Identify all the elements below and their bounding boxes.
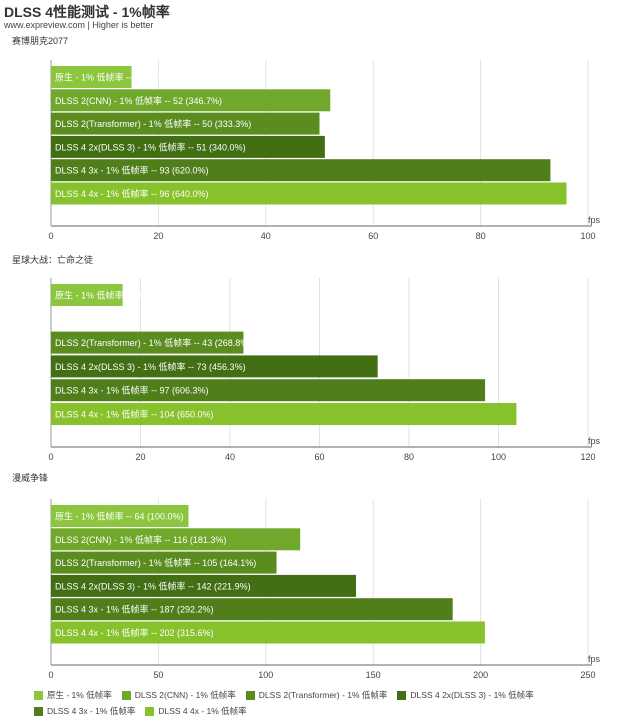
bar-label: 原生 - 1% 低帧率 -- 16 (100.0%) bbox=[55, 290, 184, 301]
bar-label: DLSS 4 2x(DLSS 3) - 1% 低帧率 -- 51 (340.0%… bbox=[55, 141, 246, 152]
bar bbox=[51, 284, 123, 306]
bar-label: DLSS 4 3x - 1% 低帧率 -- 97 (606.3%) bbox=[55, 385, 209, 396]
bar bbox=[51, 598, 453, 621]
bar bbox=[51, 379, 486, 402]
x-tick-label: 20 bbox=[135, 452, 145, 462]
chart-title: 漫威争锋 bbox=[12, 472, 48, 483]
x-tick-label: 120 bbox=[580, 452, 595, 462]
bar-label: DLSS 2(CNN) - 1% 低帧率 -- 52 (346.7%) bbox=[55, 95, 222, 106]
bar-label: DLSS 4 2x(DLSS 3) - 1% 低帧率 -- 73 (456.3%… bbox=[55, 361, 246, 372]
legend-swatch bbox=[34, 690, 43, 700]
legend-label: DLSS 2(CNN) - 1% 低帧率 bbox=[134, 690, 236, 700]
x-tick-label: 60 bbox=[314, 452, 324, 462]
legend-swatch bbox=[34, 706, 43, 716]
legend-label: DLSS 4 2x(DLSS 3) - 1% 低帧率 bbox=[410, 690, 534, 700]
bar bbox=[51, 505, 189, 527]
x-tick-label: 50 bbox=[153, 670, 163, 680]
bar bbox=[51, 66, 132, 88]
legend-swatch bbox=[145, 706, 155, 716]
bar bbox=[51, 355, 378, 378]
x-tick-label: 40 bbox=[261, 231, 271, 241]
bar-label: DLSS 4 2x(DLSS 3) - 1% 低帧率 -- 142 (221.9… bbox=[55, 580, 251, 591]
x-tick-label: 0 bbox=[48, 452, 53, 462]
chart-title: 星球大战：亡命之徒 bbox=[12, 254, 93, 265]
bar-label: DLSS 2(Transformer) - 1% 低帧率 -- 50 (333.… bbox=[55, 118, 251, 129]
x-tick-label: 40 bbox=[225, 452, 235, 462]
x-tick-label: 80 bbox=[476, 231, 486, 241]
bar-label: DLSS 2(CNN) - 1% 低帧率 -- 116 (181.3%) bbox=[55, 534, 226, 545]
x-tick-label: 200 bbox=[473, 670, 488, 680]
x-tick-label: 20 bbox=[153, 231, 163, 241]
x-axis-label: fps bbox=[588, 436, 601, 446]
x-tick-label: 0 bbox=[48, 670, 53, 680]
page-subtitle: www.expreview.com | Higher is better bbox=[4, 20, 154, 30]
bar-label: DLSS 4 4x - 1% 低帧率 -- 96 (640.0%) bbox=[55, 188, 209, 199]
x-tick-label: 150 bbox=[366, 670, 381, 680]
x-tick-label: 100 bbox=[580, 231, 595, 241]
bar bbox=[51, 621, 485, 644]
legend-item: 原生 - 1% 低帧率 bbox=[34, 689, 112, 701]
chart-title: 赛博朋克2077 bbox=[12, 35, 68, 46]
bar bbox=[51, 551, 277, 574]
bar-label: 原生 - 1% 低帧率 -- 64 (100.0%) bbox=[55, 511, 184, 522]
chart-legend: 原生 - 1% 低帧率 DLSS 2(CNN) - 1% 低帧率 DLSS 2(Tr… bbox=[34, 689, 630, 717]
x-tick-label: 250 bbox=[580, 670, 595, 680]
legend-label: DLSS 2(Transformer) - 1% 低帧率 bbox=[258, 690, 388, 700]
bar-label: 原生 - 1% 低帧率 -- 15 (100.0%) bbox=[55, 72, 184, 83]
bar bbox=[51, 135, 325, 158]
x-tick-label: 100 bbox=[258, 670, 273, 680]
bar-label: DLSS 4 3x - 1% 低帧率 -- 93 (620.0%) bbox=[55, 165, 209, 176]
x-axis-label: fps bbox=[588, 654, 601, 664]
legend-label: DLSS 4 3x - 1% 低帧率 bbox=[47, 706, 136, 716]
legend-label: 原生 - 1% 低帧率 bbox=[47, 690, 112, 700]
bar-label: DLSS 2(Transformer) - 1% 低帧率 -- 43 (268.… bbox=[55, 337, 251, 348]
x-tick-label: 100 bbox=[491, 452, 506, 462]
bar bbox=[51, 89, 331, 112]
chart-1: 赛博朋克2077 0 20 40 60 80 100 fps 原生 - 1% 低帧率 -- 15… bbox=[12, 35, 600, 241]
legend-item: DLSS 2(CNN) - 1% 低帧率 bbox=[121, 689, 236, 701]
legend-item: DLSS 4 2x(DLSS 3) - 1% 低帧率 bbox=[397, 689, 534, 701]
legend-swatch bbox=[121, 690, 131, 700]
chart-3: 漫威争锋 0 50 100 150 200 250 fps 原生 - 1% 低帧率 -- 64 … bbox=[12, 472, 600, 680]
legend-swatch bbox=[397, 690, 407, 700]
legend-label: DLSS 4 4x - 1% 低帧率 bbox=[158, 706, 247, 716]
bar bbox=[51, 403, 517, 425]
x-tick-label: 80 bbox=[404, 452, 414, 462]
x-tick-label: 0 bbox=[48, 231, 53, 241]
bar-label: DLSS 4 4x - 1% 低帧率 -- 202 (315.6%) bbox=[55, 627, 214, 638]
legend-item: DLSS 4 3x - 1% 低帧率 bbox=[34, 705, 135, 717]
bar-label: DLSS 2(Transformer) - 1% 低帧率 -- 105 (164… bbox=[55, 557, 256, 568]
bar bbox=[51, 182, 567, 205]
chart-2: 星球大战：亡命之徒 0 20 40 60 80 100 120 fps 原生 - 1% 低帧率 -… bbox=[12, 254, 600, 462]
x-tick-label: 60 bbox=[368, 231, 378, 241]
legend-swatch bbox=[245, 690, 255, 700]
bar-label: DLSS 4 3x - 1% 低帧率 -- 187 (292.2%) bbox=[55, 604, 214, 615]
bar-label: DLSS 4 4x - 1% 低帧率 -- 104 (650.0%) bbox=[55, 409, 214, 420]
legend-item: DLSS 2(Transformer) - 1% 低帧率 bbox=[245, 689, 388, 701]
bar bbox=[51, 528, 301, 551]
bar bbox=[51, 574, 357, 597]
x-axis-label: fps bbox=[588, 215, 601, 225]
bar bbox=[51, 112, 320, 135]
bar bbox=[51, 159, 551, 182]
page-title: DLSS 4性能测试 - 1%帧率 bbox=[4, 4, 170, 20]
legend-item: DLSS 4 4x - 1% 低帧率 bbox=[145, 705, 247, 717]
bar bbox=[51, 331, 244, 354]
